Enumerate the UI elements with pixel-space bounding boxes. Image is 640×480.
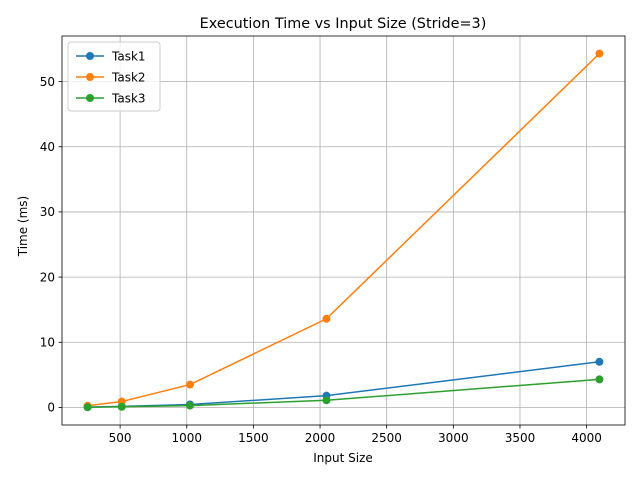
x-tick-label: 3000 xyxy=(438,431,469,445)
x-tick-label: 2000 xyxy=(305,431,336,445)
legend-label: Task1 xyxy=(111,49,146,63)
legend-entry: Task2 xyxy=(76,70,146,84)
data-point xyxy=(117,402,126,411)
y-tick-label: 40 xyxy=(40,140,55,154)
x-axis-title: Input Size xyxy=(313,451,373,465)
legend: Task1 Task2 Task3 xyxy=(67,41,161,112)
x-tick-label: 1000 xyxy=(171,431,202,445)
x-tick-label: 1500 xyxy=(238,431,269,445)
legend-marker xyxy=(86,94,94,102)
grid xyxy=(62,36,625,425)
data-point xyxy=(83,403,92,412)
y-tick-label: 50 xyxy=(40,75,55,89)
series-group xyxy=(83,49,604,412)
plot-frame xyxy=(61,35,626,426)
y-axis-title: Time (ms) xyxy=(16,196,30,258)
chart-title: Execution Time vs Input Size (Stride=3) xyxy=(200,16,487,32)
x-tick-label: 2500 xyxy=(371,431,402,445)
y-tick-label: 0 xyxy=(47,401,55,415)
data-point xyxy=(595,49,604,58)
legend-entry: Task1 xyxy=(76,49,146,63)
x-tick-label: 3500 xyxy=(505,431,536,445)
legend-label: Task2 xyxy=(111,70,146,84)
x-tick-label: 4000 xyxy=(571,431,602,445)
x-tick-label: 500 xyxy=(109,431,132,445)
y-tick-label: 20 xyxy=(40,270,55,284)
legend-label: Task3 xyxy=(111,91,146,105)
legend-marker xyxy=(86,52,94,60)
data-point xyxy=(185,401,194,410)
data-point xyxy=(322,314,331,323)
legend-marker xyxy=(86,73,94,81)
data-point xyxy=(185,380,194,389)
axes: 500 1000 1500 2000 2500 3000 3500 4000 0 10 20 30 40… xyxy=(40,35,626,445)
data-point xyxy=(595,375,604,384)
data-point xyxy=(595,357,604,366)
legend-entry: Task3 xyxy=(76,91,146,105)
data-point xyxy=(322,396,331,405)
series-task3 xyxy=(83,375,604,412)
y-tick-label: 10 xyxy=(40,335,55,349)
y-tick-label: 30 xyxy=(40,205,55,219)
